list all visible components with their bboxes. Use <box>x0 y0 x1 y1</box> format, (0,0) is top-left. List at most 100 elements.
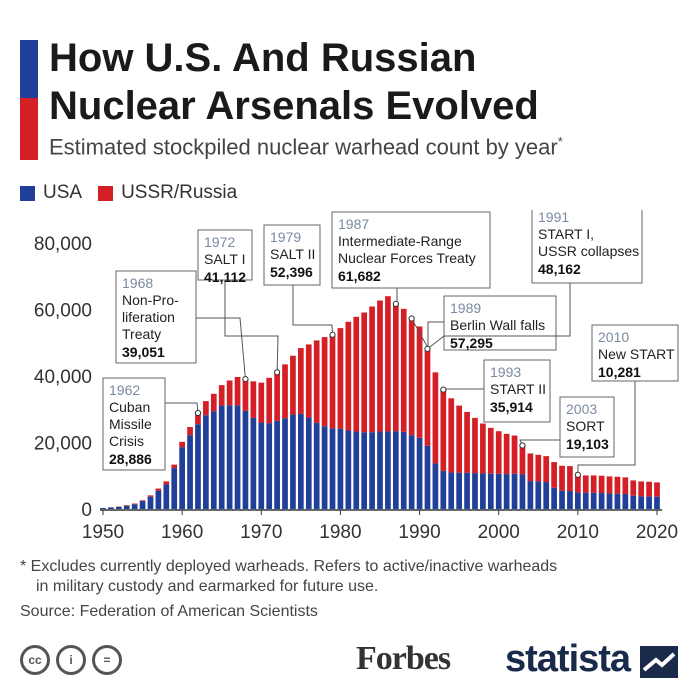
bar-russia <box>234 376 241 406</box>
annotation-leader <box>427 283 571 350</box>
bar-usa <box>614 493 621 509</box>
bar-russia <box>345 321 352 431</box>
annotation-event: Nuclear Forces Treaty <box>338 250 476 266</box>
annotation-total: 35,914 <box>490 399 533 415</box>
bar-russia <box>503 433 510 475</box>
annotation-point <box>274 369 281 376</box>
y-tick-label: 20,000 <box>34 434 92 455</box>
bar-russia <box>187 427 193 436</box>
bar-russia <box>226 380 233 406</box>
title-accent-blue <box>20 40 38 98</box>
x-tick-label: 1990 <box>398 522 440 543</box>
bar-russia <box>464 411 470 473</box>
annotation-event: Intermediate-Range <box>338 233 462 249</box>
subtitle-text: Estimated stockpiled nuclear warhead cou… <box>49 134 558 160</box>
bar-russia <box>290 355 296 415</box>
bar-usa <box>654 496 660 509</box>
bar-usa <box>171 468 178 509</box>
bar-russia <box>614 476 621 494</box>
bar-usa <box>353 431 360 509</box>
bar-russia <box>519 445 526 475</box>
annotation-box <box>102 377 166 471</box>
bar-russia <box>305 344 312 418</box>
annotation-point <box>440 386 447 393</box>
bar-russia <box>622 477 629 495</box>
bar-russia <box>179 441 185 448</box>
annotation-event: Missile <box>109 416 152 432</box>
annotation-total: 10,281 <box>598 364 641 380</box>
x-tick-label: 1960 <box>161 522 203 543</box>
annotation-point <box>329 331 336 338</box>
annotation-box <box>483 359 551 423</box>
bar-russia <box>582 475 589 493</box>
bar-russia <box>298 348 304 414</box>
bar-usa <box>480 473 486 509</box>
bar-usa <box>369 432 375 509</box>
annotation-event: Berlin Wall falls <box>450 317 545 333</box>
annotation-point <box>574 471 581 478</box>
annotation-total: 57,295 <box>450 335 493 351</box>
bar-usa <box>305 417 312 509</box>
bar-russia <box>147 495 154 497</box>
bar-usa <box>377 431 383 509</box>
bar-usa <box>290 414 296 509</box>
nd-icon[interactable]: = <box>92 645 122 675</box>
annotation-year: 2003 <box>566 401 597 417</box>
cc-icon[interactable]: cc <box>20 645 50 675</box>
bar-usa <box>131 504 138 509</box>
bar-usa <box>464 472 470 509</box>
bar-russia <box>131 503 138 505</box>
bar-russia <box>282 364 288 419</box>
y-tick-label: 80,000 <box>34 234 92 255</box>
bar-russia <box>369 306 375 433</box>
bar-russia <box>266 377 273 424</box>
bar-usa <box>282 418 288 509</box>
by-icon[interactable]: i <box>56 645 86 675</box>
footnote-line-2: in military custody and earmarked for fu… <box>36 578 379 595</box>
annotation-year: 1979 <box>270 229 301 245</box>
bar-usa <box>298 413 304 509</box>
bar-usa <box>400 431 407 509</box>
bar-usa <box>218 405 225 509</box>
annotation-event: START II <box>490 381 546 397</box>
bar-usa <box>424 445 431 509</box>
x-tick-label: 2010 <box>557 522 599 543</box>
bar-russia <box>590 475 597 493</box>
bar-usa <box>313 422 320 509</box>
statista-logo[interactable]: statista <box>505 638 631 680</box>
bar-usa <box>606 493 613 509</box>
x-tick-label: 1980 <box>319 522 361 543</box>
bar-usa <box>274 420 280 509</box>
statista-logo-icon[interactable] <box>640 646 678 678</box>
annotation-year: 1989 <box>450 300 481 316</box>
annotation-leader <box>411 318 444 350</box>
bar-russia <box>313 340 320 423</box>
x-tick-label: 2000 <box>478 522 520 543</box>
bar-russia <box>385 296 391 432</box>
annotation-year: 1987 <box>338 216 369 232</box>
bar-russia <box>195 413 201 425</box>
bar-russia <box>606 476 613 494</box>
bar-russia <box>424 348 431 446</box>
bar-usa <box>226 405 233 509</box>
bar-usa <box>511 473 518 509</box>
bar-usa <box>242 410 249 509</box>
bar-russia <box>408 318 415 436</box>
bar-russia <box>155 488 162 491</box>
bar-usa <box>155 490 162 509</box>
bar-usa <box>203 415 209 509</box>
annotation-total: 52,396 <box>270 264 313 280</box>
bar-usa <box>456 472 462 509</box>
bar-russia <box>456 405 462 473</box>
bar-usa <box>163 484 170 509</box>
annotation-point <box>242 376 249 383</box>
bar-russia <box>440 389 447 471</box>
annotation-point <box>392 300 399 308</box>
annotation-point <box>194 409 202 417</box>
bar-usa <box>187 435 193 509</box>
forbes-logo[interactable]: Forbes <box>356 640 451 677</box>
annotation-leader <box>519 439 560 446</box>
y-tick-label: 40,000 <box>34 367 92 388</box>
bar-russia <box>495 431 502 474</box>
x-tick-label: 2020 <box>636 522 678 543</box>
